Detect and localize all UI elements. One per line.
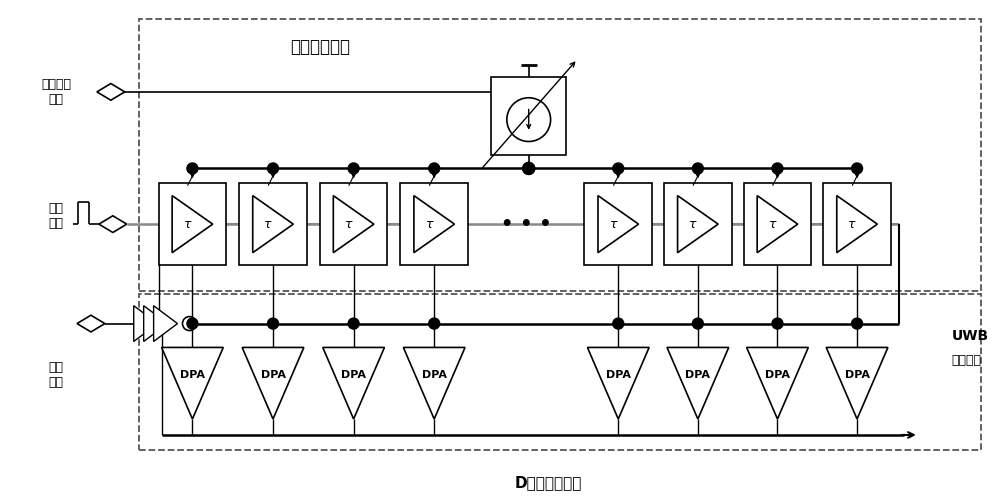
Polygon shape: [242, 347, 304, 419]
Polygon shape: [747, 347, 808, 419]
Circle shape: [429, 318, 440, 329]
Text: 载波
输入: 载波 输入: [49, 361, 64, 389]
Bar: [159, 184, 226, 265]
Circle shape: [429, 163, 440, 174]
Text: 延时时间
控制: 延时时间 控制: [41, 78, 71, 106]
Text: UWB: UWB: [952, 328, 989, 343]
Circle shape: [852, 318, 863, 329]
Polygon shape: [99, 216, 127, 233]
Circle shape: [523, 163, 535, 175]
Circle shape: [187, 163, 198, 174]
Circle shape: [613, 163, 624, 174]
Text: τ: τ: [689, 218, 697, 231]
Text: • • •: • • •: [501, 215, 552, 234]
Bar: [823, 184, 891, 265]
Circle shape: [523, 163, 535, 175]
Circle shape: [348, 318, 359, 329]
Circle shape: [692, 163, 703, 174]
Bar: [584, 184, 652, 265]
Text: τ: τ: [769, 218, 776, 231]
Polygon shape: [757, 195, 798, 252]
Polygon shape: [598, 195, 639, 252]
Text: τ: τ: [345, 218, 352, 231]
Polygon shape: [134, 306, 158, 341]
Polygon shape: [162, 347, 223, 419]
Polygon shape: [77, 315, 105, 332]
Circle shape: [348, 163, 359, 174]
Bar: [491, 77, 566, 155]
Polygon shape: [678, 195, 718, 252]
Circle shape: [692, 318, 703, 329]
Text: DPA: DPA: [341, 371, 366, 380]
Text: τ: τ: [184, 218, 191, 231]
Polygon shape: [837, 195, 877, 252]
Polygon shape: [414, 195, 454, 252]
Polygon shape: [587, 347, 649, 419]
Text: DPA: DPA: [606, 371, 631, 380]
Bar: [139, 294, 981, 450]
Circle shape: [772, 318, 783, 329]
Bar: [664, 184, 732, 265]
Text: D类功率放大器: D类功率放大器: [515, 475, 582, 490]
Text: DPA: DPA: [261, 371, 286, 380]
Text: DPA: DPA: [845, 371, 870, 380]
Text: DPA: DPA: [180, 371, 205, 380]
Bar: [400, 184, 468, 265]
Text: 脉冲
触发: 脉冲 触发: [49, 202, 64, 230]
Polygon shape: [667, 347, 729, 419]
Polygon shape: [403, 347, 465, 419]
Text: τ: τ: [848, 218, 856, 231]
Bar: [744, 184, 811, 265]
Circle shape: [268, 318, 278, 329]
Polygon shape: [172, 195, 213, 252]
Circle shape: [772, 163, 783, 174]
Bar: [239, 184, 307, 265]
Circle shape: [613, 318, 624, 329]
Text: 可编程延迟线: 可编程延迟线: [290, 38, 350, 56]
Polygon shape: [253, 195, 293, 252]
Bar: [139, 19, 981, 291]
Polygon shape: [144, 306, 168, 341]
Polygon shape: [333, 195, 374, 252]
Text: DPA: DPA: [685, 371, 710, 380]
Bar: [320, 184, 387, 265]
Text: τ: τ: [425, 218, 433, 231]
Text: 脉冲输出: 脉冲输出: [952, 354, 982, 367]
Circle shape: [187, 318, 198, 329]
Polygon shape: [97, 83, 125, 100]
Polygon shape: [323, 347, 384, 419]
Polygon shape: [154, 306, 177, 341]
Circle shape: [852, 163, 863, 174]
Text: τ: τ: [264, 218, 272, 231]
Circle shape: [268, 163, 278, 174]
Text: DPA: DPA: [422, 371, 447, 380]
Text: τ: τ: [610, 218, 617, 231]
Text: DPA: DPA: [765, 371, 790, 380]
Polygon shape: [826, 347, 888, 419]
